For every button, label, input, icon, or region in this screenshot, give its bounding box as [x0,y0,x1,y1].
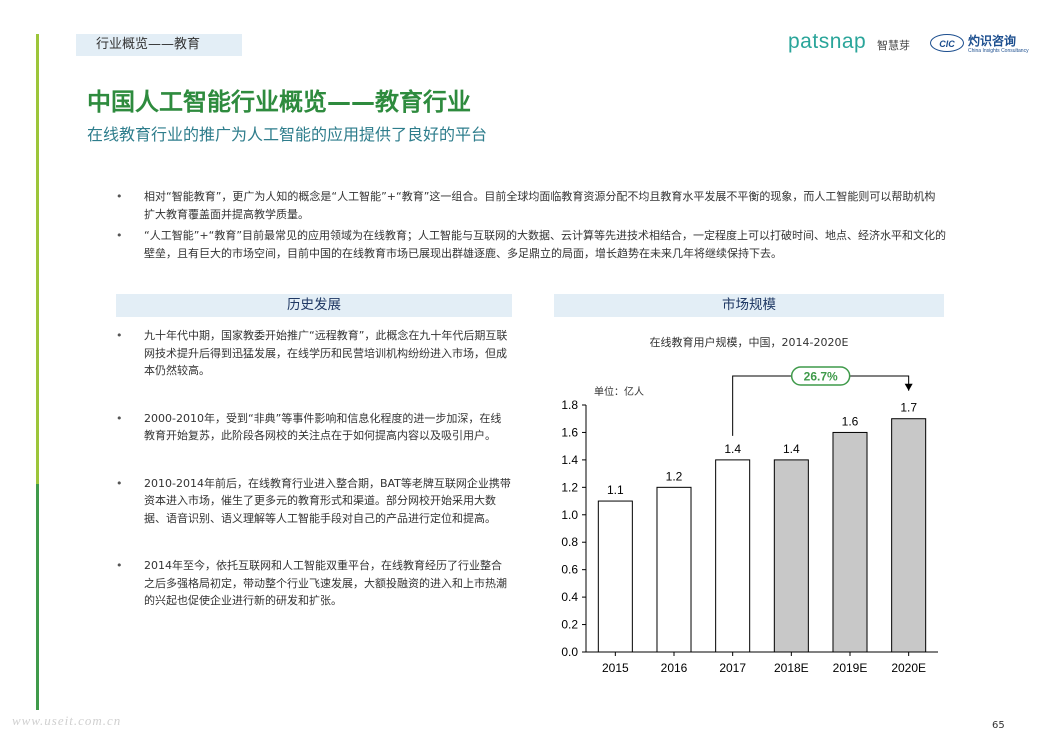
chart-unit-label: 单位：亿人 [594,385,644,398]
history-bullet: 2010-2014年前后，在线教育行业进入整合期，BAT等老牌互联网企业携带资本… [116,475,512,528]
chart-title: 在线教育用户规模，中国，2014-2020E [649,336,849,349]
bar-value-label: 1.6 [842,414,859,428]
intro-bullet: 相对“智能教育”，更广为人知的概念是“人工智能”+“教育”这一组合。目前全球均面… [116,188,946,223]
patsnap-logo-cn: 智慧芽 [877,39,910,52]
x-tick-label: 2018E [774,661,809,675]
bar [597,500,633,653]
bar-value-label: 1.4 [724,442,741,456]
history-bullet: 2014年至今，依托互联网和人工智能双重平台，在线教育经历了行业整合之后多强格局… [116,557,512,610]
x-tick-label: 2019E [833,661,868,675]
cic-logo-en: China Insights Consultancy [968,48,1029,54]
y-tick-label: 1.4 [561,453,578,467]
x-tick-label: 2017 [719,661,746,675]
bar-value-label: 1.1 [607,483,624,497]
market-size-bar-chart: 0.0 0.2 0.4 0.6 0.8 1.0 1.2 1.4 1.6 1.8 单位：亿人 1.1 20… [561,366,938,675]
y-tick-label: 0.4 [561,590,578,604]
bar-value-label: 1.4 [783,442,800,456]
bar-value-label: 1.2 [666,469,683,483]
y-tick-label: 0.8 [561,535,578,549]
market-section-header: 市场规模 [554,294,944,317]
y-tick-label: 1.8 [561,398,578,412]
bar [832,431,868,653]
breadcrumb: 行业概览——教育 [76,34,242,56]
bar [656,486,692,653]
bar [715,459,751,653]
patsnap-logo: patsnap [788,30,867,53]
cic-logo-cn: 灼识咨询 [968,34,1017,48]
history-section-header: 历史发展 [116,294,512,317]
cagr-arrow-head [904,383,913,391]
history-bullet-list: 九十年代中期，国家教委开始推广“远程教育”，此概念在九十年代后期互联网技术提升后… [116,327,512,610]
history-section: 九十年代中期，国家教委开始推广“远程教育”，此概念在九十年代后期互联网技术提升后… [116,327,512,640]
y-tick-label: 1.0 [561,508,578,522]
history-bullet: 九十年代中期，国家教委开始推广“远程教育”，此概念在九十年代后期互联网技术提升后… [116,327,512,380]
page-title: 中国人工智能行业概览——教育行业 [87,88,471,116]
bar-value-label: 1.7 [900,401,917,415]
left-accent-bar-dark [36,484,39,710]
watermark: www.useit.com.cn [12,713,122,728]
y-tick-label: 1.6 [561,425,578,439]
y-tick-label: 0.0 [561,645,578,659]
intro-bullet: “人工智能”+“教育”目前最常见的应用领域为在线教育；人工智能与互联网的大数据、… [116,227,946,262]
left-accent-bar-light [36,34,39,484]
bar [891,418,927,653]
cagr-label: 26.7% [804,370,838,384]
page-number: 65 [992,720,1005,731]
y-tick-label: 0.2 [561,618,578,632]
x-tick-label: 2015 [602,661,629,675]
history-bullet: 2000-2010年，受到“非典”等事件影响和信息化程度的进一步加深，在线教育开… [116,410,512,445]
y-tick-label: 1.2 [561,480,578,494]
cic-logo-icon: CIC [930,34,964,52]
y-tick-label: 0.6 [561,563,578,577]
bar [773,459,809,653]
x-tick-label: 2020E [891,661,926,675]
page-subtitle: 在线教育行业的推广为人工智能的应用提供了良好的平台 [87,125,488,144]
intro-bullet-list: 相对“智能教育”，更广为人知的概念是“人工智能”+“教育”这一组合。目前全球均面… [116,188,946,262]
cagr-badge [790,366,851,386]
intro-section: 相对“智能教育”，更广为人知的概念是“人工智能”+“教育”这一组合。目前全球均面… [116,188,946,266]
x-tick-label: 2016 [661,661,688,675]
